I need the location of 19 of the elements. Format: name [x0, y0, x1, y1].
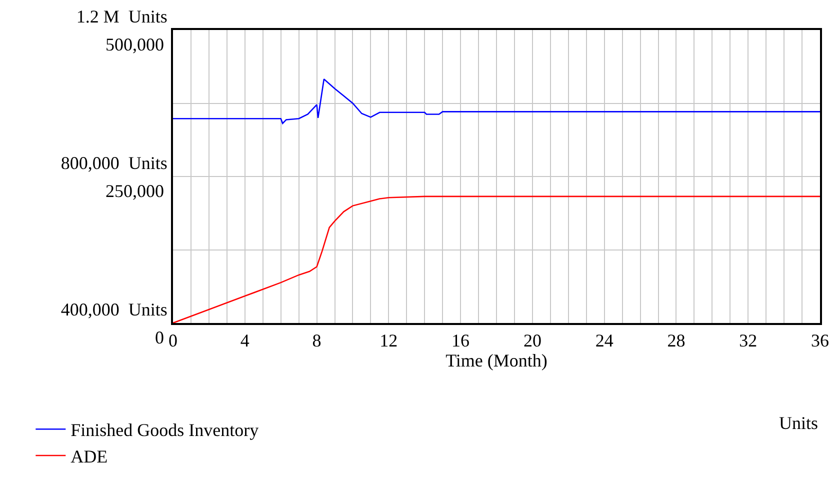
text: Units: [779, 413, 818, 433]
y-tick-label: 400,000 Units: [60, 299, 168, 320]
x-tick-label: 16: [452, 330, 470, 351]
y2-tick-label: 500,000: [106, 34, 164, 54]
legend-label: Finished Goods Inventory: [70, 420, 259, 440]
x-tick-label: 12: [380, 330, 398, 351]
y-tick-label: 1.2 M Units: [76, 6, 168, 26]
y2-tick-label: 250,000: [106, 180, 164, 201]
x-tick-label: 24: [595, 330, 614, 351]
x-tick-label: 20: [523, 330, 542, 351]
x-axis-title: Time (Month): [446, 350, 548, 371]
x-tick-label: 32: [739, 330, 758, 351]
x-tick-label: 0: [168, 330, 178, 351]
x-tick-label: 36: [811, 330, 829, 351]
x-tick-label: 8: [312, 330, 322, 351]
x-tick-label: 28: [667, 330, 686, 351]
x-tick-label: 4: [240, 330, 250, 351]
legend-label: ADE: [70, 446, 108, 467]
y-tick-label: 800,000 Units: [60, 152, 168, 173]
